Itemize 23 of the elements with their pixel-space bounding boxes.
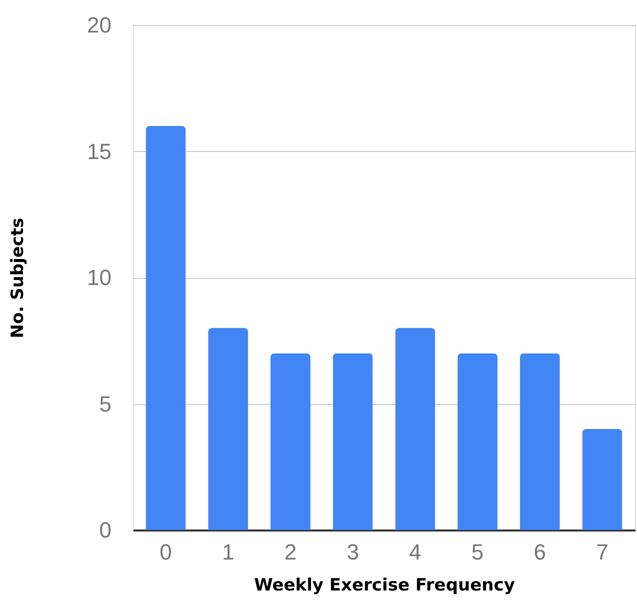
x-tick-label: 0 bbox=[160, 540, 172, 564]
bar bbox=[146, 126, 186, 530]
x-tick-label: 4 bbox=[409, 540, 422, 564]
x-tick-label: 2 bbox=[284, 540, 297, 564]
y-tick-label: 10 bbox=[87, 265, 112, 290]
bar bbox=[520, 353, 560, 530]
y-tick-label: 0 bbox=[99, 518, 112, 542]
y-tick-label: 20 bbox=[87, 12, 112, 38]
y-tick-label: 5 bbox=[99, 391, 112, 416]
x-tick-label: 3 bbox=[346, 540, 359, 564]
bar bbox=[395, 328, 436, 530]
bar bbox=[582, 429, 622, 530]
x-tick-label: 6 bbox=[534, 540, 546, 564]
bar bbox=[332, 353, 373, 530]
bar bbox=[270, 353, 310, 530]
bar bbox=[208, 328, 248, 530]
y-axis-title: No. Subjects bbox=[8, 218, 28, 338]
x-tick-label: 1 bbox=[222, 540, 234, 564]
x-axis-title: Weekly Exercise Frequency bbox=[254, 576, 515, 596]
x-tick-label: 5 bbox=[471, 540, 484, 564]
x-tick-label: 7 bbox=[596, 540, 608, 564]
y-tick-label: 15 bbox=[87, 138, 112, 164]
bar bbox=[458, 353, 498, 530]
